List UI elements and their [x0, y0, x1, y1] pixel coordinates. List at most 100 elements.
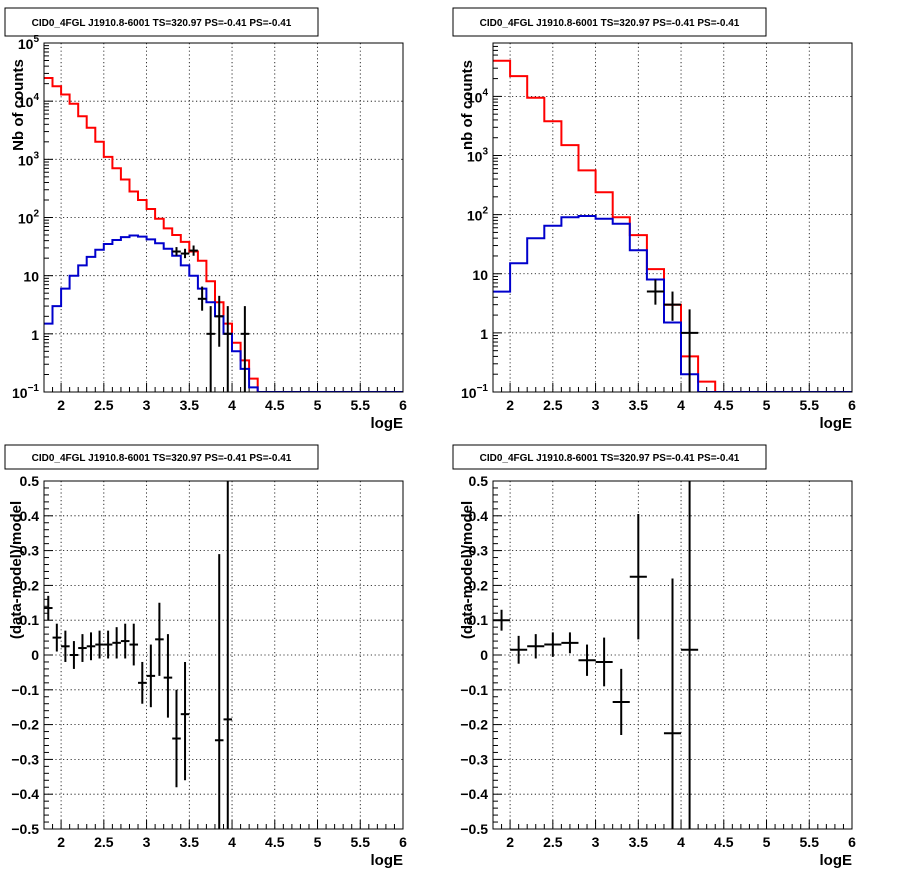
x-axis-label: logE	[371, 852, 404, 869]
model-source-histogram	[493, 215, 852, 392]
data-point	[95, 630, 104, 659]
plot-area	[44, 77, 403, 392]
data-point	[78, 634, 87, 662]
x-tick-label: 6	[848, 834, 856, 850]
x-tick-label: 2	[57, 397, 65, 413]
data-point	[681, 309, 699, 392]
x-tick-label: 3.5	[180, 834, 200, 850]
plot-area	[493, 481, 699, 829]
data-point	[52, 623, 62, 652]
x-tick-label: 5.5	[351, 397, 371, 413]
x-tick-label: 5	[314, 397, 322, 413]
data-point	[129, 623, 139, 666]
y-tick-label: 0.1	[469, 612, 489, 628]
x-tick-label: 3	[143, 397, 151, 413]
y-tick-label: 0	[31, 647, 39, 663]
chart-title: CID0_4FGL J1910.8-6001 TS=320.97 PS=-0.4…	[32, 453, 292, 464]
data-point	[240, 306, 250, 392]
data-point	[172, 247, 181, 256]
y-tick-label: −0.2	[11, 717, 39, 733]
data-point	[155, 602, 164, 676]
x-tick-label: 3	[592, 397, 600, 413]
x-tick-label: 4.5	[265, 834, 285, 850]
data-point	[223, 481, 233, 829]
plot-area	[493, 59, 852, 392]
x-tick-label: 3.5	[629, 397, 649, 413]
y-tick-label: −0.2	[460, 717, 488, 733]
x-tick-label: 4	[677, 397, 685, 413]
x-tick-label: 4	[228, 397, 236, 413]
y-tick-label: 0.2	[20, 577, 40, 593]
x-tick-label: 5.5	[800, 834, 820, 850]
y-tick-label: 0.5	[469, 473, 489, 489]
title-box	[4, 444, 319, 470]
title-box	[452, 7, 767, 37]
y-tick-label: 0.2	[469, 577, 489, 593]
x-tick-label: 3.5	[180, 397, 200, 413]
model-total-histogram	[493, 59, 852, 392]
x-tick-label: 2.5	[543, 397, 563, 413]
data-point	[629, 514, 647, 640]
y-tick-label: 0.3	[469, 543, 489, 559]
y-tick-label: −0.4	[460, 786, 488, 802]
data-point	[69, 641, 79, 669]
data-point	[146, 644, 156, 708]
data-point	[163, 634, 173, 718]
data-point	[44, 595, 53, 621]
data-point	[493, 609, 511, 631]
data-point	[180, 661, 190, 781]
x-tick-label: 3.5	[629, 834, 649, 850]
plot-frame	[492, 480, 853, 830]
data-point	[197, 286, 207, 311]
y-axis-label: (data-model)/model	[8, 501, 25, 639]
chart-title: CID0_4FGL J1910.8-6001 TS=320.97 PS=-0.4…	[480, 453, 740, 464]
model-source-histogram	[44, 234, 403, 392]
y-tick-label: 0.1	[20, 612, 40, 628]
data-point	[112, 627, 121, 659]
x-tick-label: 5.5	[351, 834, 371, 850]
data-point	[214, 554, 224, 829]
y-tick-label: −0.5	[460, 821, 488, 837]
x-tick-label: 2	[506, 397, 514, 413]
x-tick-label: 5	[314, 834, 322, 850]
y-tick-label: −0.1	[460, 682, 488, 698]
x-tick-label: 4	[228, 834, 236, 850]
x-tick-label: 6	[848, 397, 856, 413]
data-point	[138, 661, 147, 704]
y-axis-label: (data-model)/model	[459, 501, 476, 639]
data-point	[663, 578, 682, 829]
data-point	[595, 637, 613, 687]
data-point	[172, 689, 181, 788]
data-point	[61, 630, 70, 662]
data-point	[86, 632, 96, 661]
x-tick-label: 5	[763, 834, 771, 850]
y-tick-label: 1	[31, 327, 39, 343]
data-point	[103, 630, 113, 659]
x-tick-label: 5	[763, 397, 771, 413]
plot-area	[44, 481, 233, 829]
chart-panel-4: CID0_4FGL J1910.8-6001 TS=320.97 PS=-0.4…	[452, 444, 856, 869]
y-tick-label: 1	[480, 326, 488, 342]
data-point	[646, 279, 664, 305]
chart-title: CID0_4FGL J1910.8-6001 TS=320.97 PS=-0.4…	[32, 18, 292, 29]
x-tick-label: 2.5	[94, 397, 114, 413]
data-point	[189, 245, 198, 256]
y-tick-label: −0.1	[11, 682, 39, 698]
x-tick-label: 4	[677, 834, 685, 850]
data-point	[527, 634, 545, 659]
x-tick-label: 4.5	[714, 397, 734, 413]
data-point	[561, 632, 579, 654]
chart-panel-2: CID0_4FGL J1910.8-6001 TS=320.97 PS=-0.4…	[452, 7, 856, 432]
y-tick-label: −0.3	[11, 751, 39, 767]
chart-panel-3: CID0_4FGL J1910.8-6001 TS=320.97 PS=-0.4…	[4, 444, 407, 869]
y-tick-label: 0.4	[469, 508, 489, 524]
plot-frame	[43, 480, 404, 830]
x-axis-label: logE	[371, 415, 404, 432]
x-tick-label: 2.5	[94, 834, 114, 850]
y-tick-label: 10	[23, 269, 39, 285]
x-tick-label: 2	[506, 834, 514, 850]
x-tick-label: 3	[143, 834, 151, 850]
y-tick-label: 0	[480, 647, 488, 663]
chart-title: CID0_4FGL J1910.8-6001 TS=320.97 PS=-0.4…	[480, 18, 740, 29]
x-tick-label: 2	[57, 834, 65, 850]
